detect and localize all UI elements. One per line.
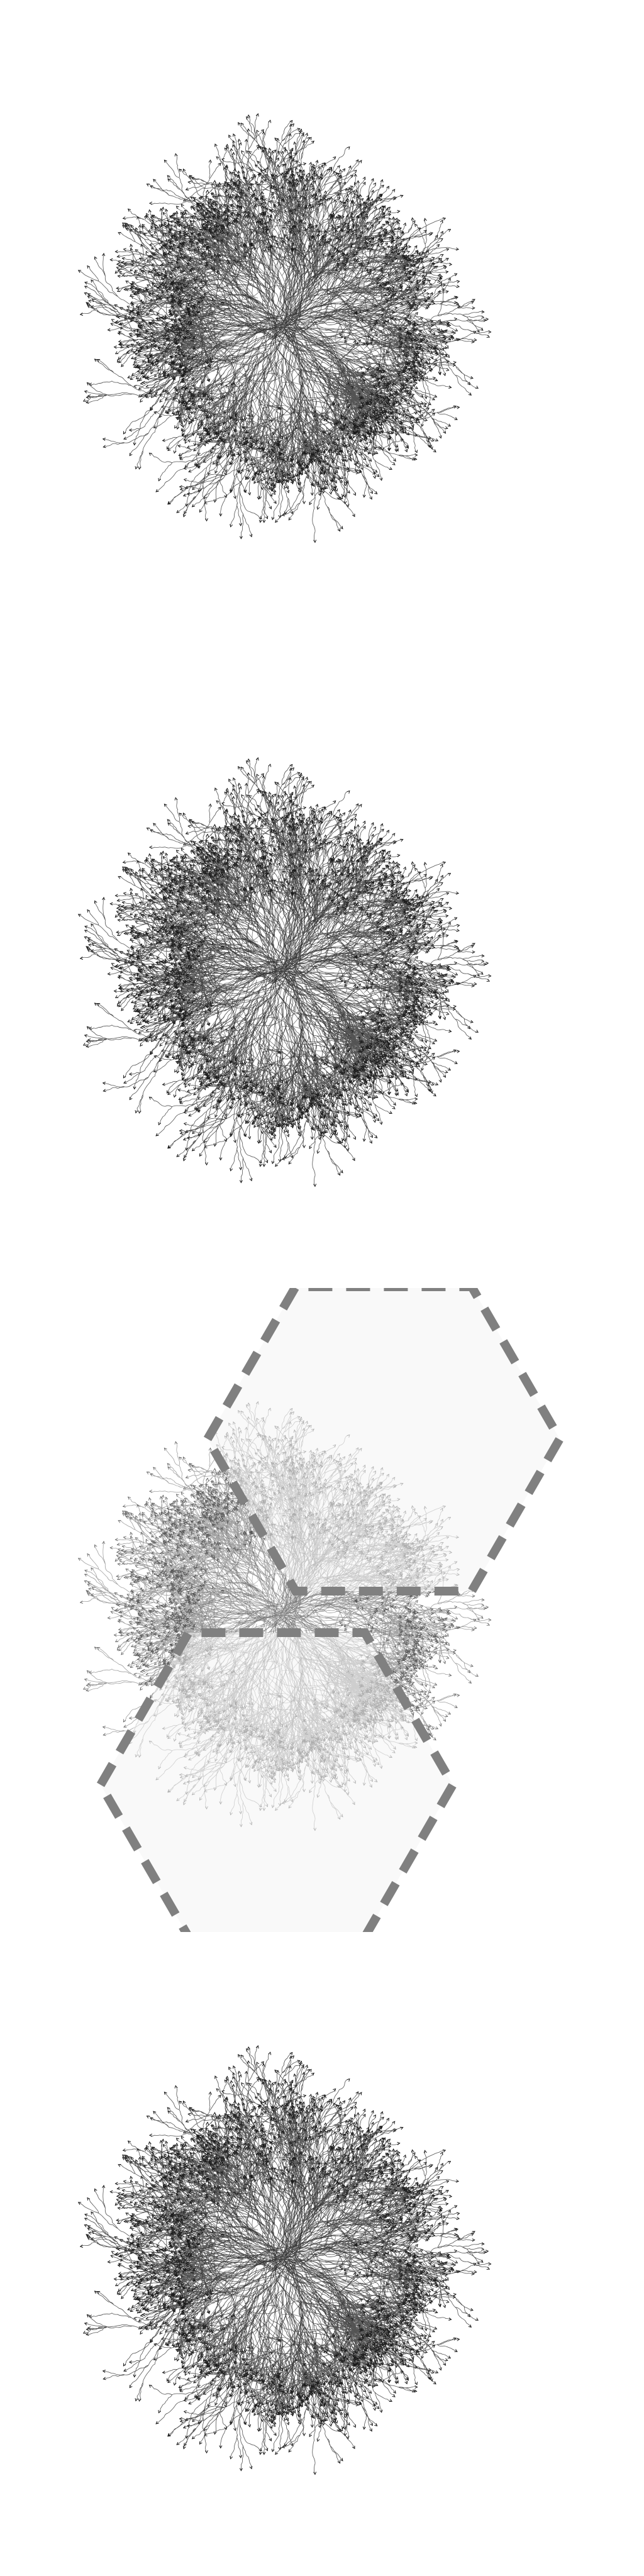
branch-network <box>79 758 491 1187</box>
network-diagram-panel-4 <box>0 1932 644 2576</box>
network-diagram-panel-2 <box>0 644 644 1288</box>
network-diagram-2 <box>0 644 644 1288</box>
branch-network <box>79 2046 491 2475</box>
network-diagram-panel-1 <box>0 0 644 644</box>
network-diagram-4 <box>0 1932 644 2576</box>
network-diagram-1 <box>0 0 644 644</box>
network-diagram-panel-3-hexagon-partition <box>0 1288 644 1932</box>
branch-network <box>79 114 491 543</box>
network-diagram-3 <box>0 1288 644 1932</box>
